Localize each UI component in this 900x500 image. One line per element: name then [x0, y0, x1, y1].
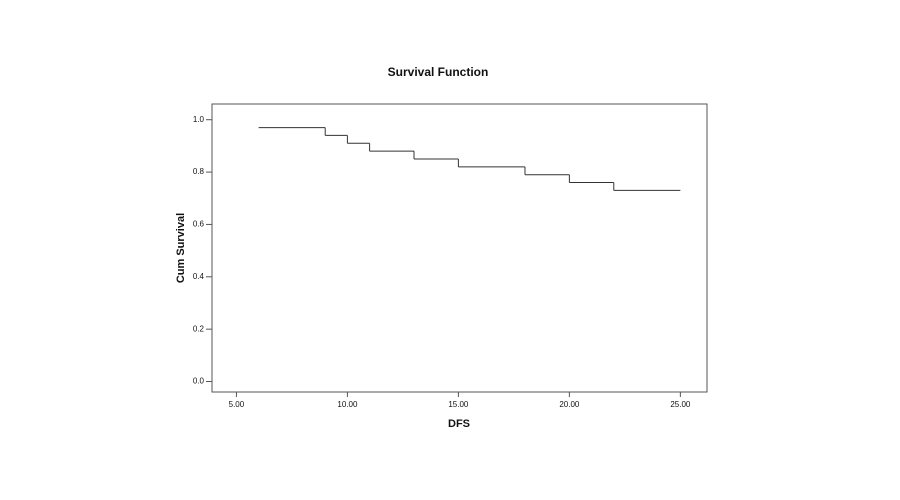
- x-tick-label: 15.00: [448, 400, 469, 409]
- x-tick-label: 25.00: [670, 400, 691, 409]
- plot-frame: [211, 103, 708, 393]
- y-tick-label: 0.2: [193, 324, 205, 333]
- chart-title: Survival Function: [388, 65, 489, 79]
- x-tick-label: 5.00: [229, 400, 245, 409]
- y-tick-label: 0.0: [193, 377, 205, 386]
- y-tick-label: 1.0: [193, 115, 205, 124]
- y-tick-label: 0.8: [193, 167, 205, 176]
- y-axis-label: Cum Survival: [175, 213, 187, 283]
- y-tick-label: 0.4: [193, 272, 205, 281]
- x-tick-label: 20.00: [559, 400, 580, 409]
- x-tick-label: 10.00: [337, 400, 358, 409]
- y-tick-label: 0.6: [193, 220, 205, 229]
- x-axis-label: DFS: [448, 418, 470, 430]
